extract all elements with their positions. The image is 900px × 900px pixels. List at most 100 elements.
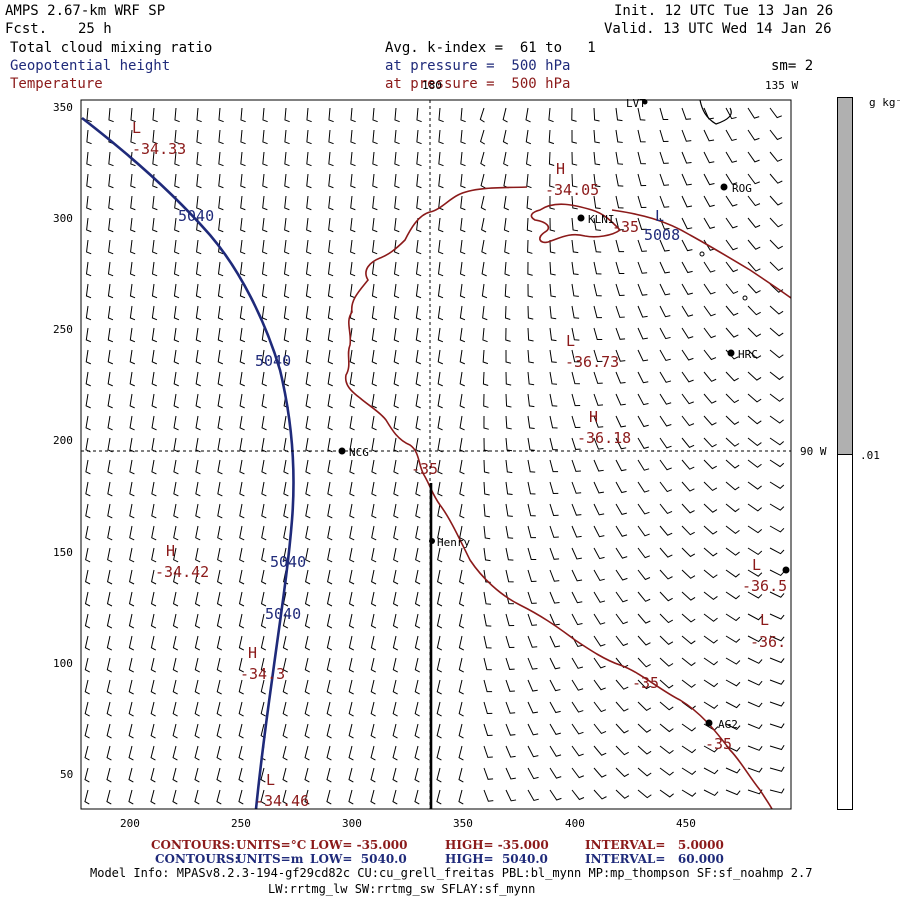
- wind-barb: [637, 393, 649, 406]
- field-geopotential: Geopotential height: [10, 58, 171, 74]
- wind-barb: [703, 305, 716, 317]
- wind-barb: [151, 349, 158, 365]
- wind-barb: [262, 107, 268, 123]
- wind-barb: [106, 745, 112, 761]
- wind-barb: [108, 151, 114, 167]
- wind-barb: [328, 129, 334, 145]
- wind-barb: [414, 679, 420, 695]
- wind-barb: [107, 261, 114, 277]
- wind-barb: [725, 591, 741, 600]
- wind-barb: [392, 723, 398, 739]
- wind-barb: [615, 657, 629, 668]
- wind-barb: [548, 107, 554, 123]
- wind-barb: [681, 239, 693, 252]
- wind-barb: [283, 437, 289, 453]
- wind-barb: [637, 679, 651, 690]
- wind-barb: [350, 129, 356, 145]
- wind-barb: [549, 173, 555, 188]
- wind-barb: [458, 767, 464, 783]
- wind-barb: [483, 503, 491, 518]
- wind-barb: [195, 437, 201, 453]
- wind-barb: [194, 723, 200, 739]
- wind-barb: [459, 327, 466, 343]
- wind-barb: [458, 679, 464, 695]
- coast-top: [699, 100, 732, 125]
- wind-barb: [173, 437, 179, 453]
- contour-label-minus35-3: -35: [632, 674, 660, 692]
- wind-barb: [129, 305, 136, 321]
- wind-barb: [548, 129, 555, 145]
- wind-barb: [571, 459, 581, 472]
- wind-barb: [505, 657, 515, 670]
- wind-barb: [480, 151, 486, 167]
- wind-barb: [84, 745, 90, 761]
- wind-barb: [372, 129, 378, 145]
- footer-c1-interval: INTERVAL= 5.0000: [585, 838, 724, 852]
- wind-barb: [196, 107, 202, 123]
- wind-barb: [681, 437, 695, 448]
- wind-barb: [503, 195, 509, 211]
- wind-barb: [725, 173, 738, 185]
- wind-barb: [637, 657, 651, 668]
- wind-barb: [106, 613, 113, 629]
- wind-barb: [349, 371, 355, 387]
- wind-barb: [571, 129, 577, 144]
- footer-c2-high: HIGH= 5040.0: [445, 852, 548, 866]
- wind-barb: [262, 173, 268, 189]
- wind-barb: [392, 591, 399, 607]
- wind-barb: [681, 195, 693, 208]
- wind-barb: [150, 613, 157, 629]
- wind-barb: [593, 239, 602, 253]
- wind-barb: [151, 481, 157, 497]
- wind-barb: [593, 723, 607, 735]
- wind-barb: [195, 393, 201, 409]
- wind-barb: [459, 305, 466, 321]
- wind-barb: [84, 679, 90, 695]
- wind-barb: [194, 613, 201, 629]
- wind-barb: [549, 195, 555, 210]
- wind-barb: [637, 789, 652, 799]
- wind-barb: [527, 547, 537, 561]
- wind-barb: [505, 415, 512, 430]
- footer-c2-interval: INTERVAL= 60.000: [585, 852, 724, 866]
- footer-c2-units: UNITS=m: [236, 852, 304, 866]
- wind-barb: [615, 745, 629, 756]
- wind-barb: [703, 547, 718, 557]
- temp-mark-8: L: [752, 556, 762, 574]
- wind-barb: [392, 679, 398, 695]
- wind-barb: [483, 745, 493, 758]
- wind-barb: [106, 723, 112, 739]
- wind-barb: [571, 503, 582, 516]
- wind-barb: [637, 525, 650, 537]
- wind-barb: [195, 349, 202, 365]
- wind-barb: [370, 591, 377, 607]
- wind-barb: [525, 129, 532, 145]
- wind-barb: [637, 305, 648, 318]
- wind-barb: [239, 569, 245, 585]
- wind-barb: [437, 327, 444, 343]
- colorbar-filled: [837, 97, 853, 455]
- wind-barb: [218, 129, 224, 145]
- wind-barb: [349, 547, 355, 563]
- wind-barb: [304, 613, 311, 629]
- wind-barb: [571, 437, 581, 450]
- wind-barb: [481, 283, 488, 299]
- wind-barb: [527, 679, 538, 692]
- wind-barb: [393, 459, 399, 475]
- wind-barb: [725, 151, 738, 163]
- wind-barb: [527, 371, 535, 386]
- wind-barb: [130, 239, 136, 255]
- wind-barb: [681, 393, 694, 405]
- wind-barb: [262, 239, 268, 255]
- wind-barb: [327, 349, 334, 365]
- wind-barb: [571, 701, 584, 713]
- wind-barb: [128, 591, 135, 607]
- wind-barb: [84, 657, 90, 673]
- wind-barb: [217, 437, 223, 453]
- wind-barb: [571, 173, 578, 188]
- wind-barb: [459, 503, 465, 519]
- wind-barb: [194, 679, 200, 695]
- wind-barb: [571, 393, 581, 407]
- wind-barb: [106, 789, 112, 805]
- wind-barb: [239, 503, 245, 519]
